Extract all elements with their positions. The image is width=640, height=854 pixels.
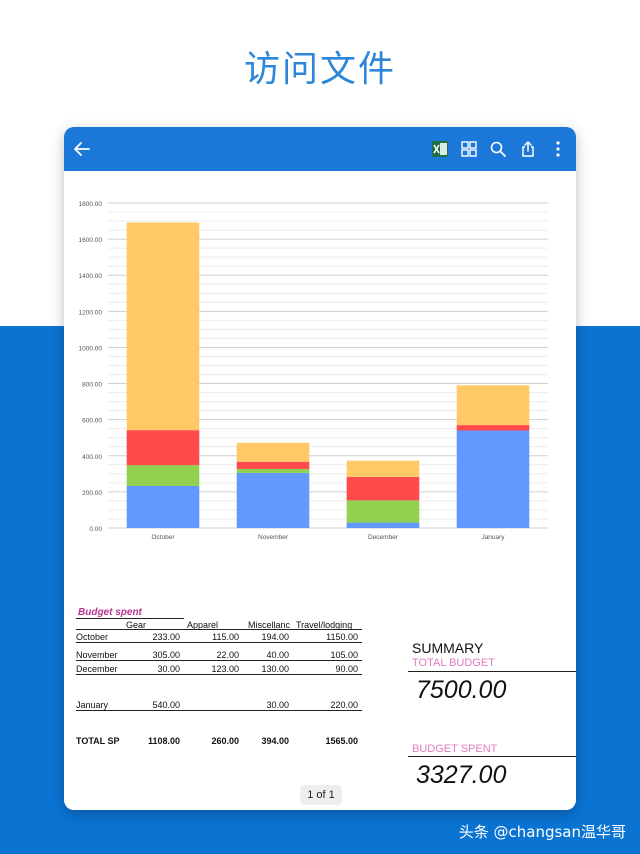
table-cell: 22.00 <box>216 650 239 660</box>
table-cell: 130.00 <box>261 664 289 674</box>
table-cell: 30.00 <box>157 664 180 674</box>
bar-segment <box>456 425 530 431</box>
y-tick-label: 0.00 <box>89 526 102 533</box>
table-cell: 40.00 <box>266 650 289 660</box>
excel-icon[interactable] <box>428 137 452 161</box>
budget-spent-label: BUDGET SPENT <box>412 743 498 755</box>
bar-segment <box>126 222 200 431</box>
stacked-bar-chart: 0.00 200.00 400.00 600.00 800.00 1000.00 1200.… <box>79 201 548 541</box>
table-cell: 30.00 <box>266 700 289 710</box>
total-cell: 1565.00 <box>325 736 358 746</box>
more-vertical-icon[interactable] <box>546 137 570 161</box>
page-indicator: 1 of 1 <box>300 785 342 805</box>
bar-segment <box>126 465 200 486</box>
bar-segment <box>126 430 200 466</box>
table-cell: 220.00 <box>330 700 358 710</box>
x-tick-label: November <box>258 534 289 541</box>
y-tick-label: 1200.00 <box>79 309 103 316</box>
y-tick-label: 800.00 <box>82 382 102 389</box>
summary-divider <box>408 671 576 672</box>
row-label: October <box>76 632 109 642</box>
y-tick-label: 200.00 <box>82 490 102 497</box>
bar-segment <box>346 500 420 523</box>
bar-segment <box>236 461 310 469</box>
table-cell: 115.00 <box>212 632 239 642</box>
y-tick-label: 400.00 <box>82 454 102 461</box>
y-tick-label: 1400.00 <box>79 273 103 280</box>
budget-spent-value: 3327.00 <box>416 761 507 789</box>
grid-view-icon[interactable] <box>457 137 481 161</box>
row-divider <box>76 629 362 630</box>
row-label: December <box>76 664 118 674</box>
row-divider <box>76 674 362 675</box>
row-label: November <box>76 650 118 660</box>
budget-spent-title: Budget spent <box>78 607 142 618</box>
table-cell: 90.00 <box>335 664 358 674</box>
table-cell: 305.00 <box>152 650 180 660</box>
row-divider <box>76 660 362 661</box>
y-tick-label: 1000.00 <box>79 345 103 352</box>
bar-segment <box>346 460 420 477</box>
y-tick-label: 1600.00 <box>79 237 103 244</box>
column-header: Miscellanc <box>248 620 291 630</box>
table-cell: 105.00 <box>330 650 358 660</box>
viewer-toolbar <box>64 127 576 171</box>
watermark: 头条 @changsan温华哥 <box>458 823 626 841</box>
title-underline <box>76 618 184 619</box>
arrow-left-icon[interactable] <box>70 137 94 161</box>
bar-segment <box>346 522 420 528</box>
hero-title: 访问文件 <box>243 49 396 90</box>
total-budget-label: TOTAL BUDGET <box>412 657 495 669</box>
row-divider <box>76 710 362 711</box>
row-divider <box>76 642 362 643</box>
table-cell: 540.00 <box>152 700 180 710</box>
bar-segment <box>236 472 310 528</box>
bar-segment <box>456 430 530 528</box>
document-viewer-card: 0.00 200.00 400.00 600.00 800.00 1000.00 1200.… <box>64 127 576 810</box>
bar-segment <box>236 442 310 462</box>
total-cell: 394.00 <box>261 736 289 746</box>
budget-spreadsheet: Budget spent Gear Apparel Miscellanc Travel… <box>64 605 576 810</box>
x-tick-label: January <box>481 534 505 541</box>
x-tick-label: December <box>368 534 399 541</box>
bar-segment <box>456 385 530 426</box>
table-cell: 123.00 <box>211 664 239 674</box>
column-header: Gear <box>126 620 147 630</box>
table-cell: 1150.00 <box>326 632 358 642</box>
summary-title: SUMMARY <box>412 640 484 656</box>
row-label: January <box>76 700 109 710</box>
total-cell: 1108.00 <box>147 736 180 746</box>
column-header: Apparel <box>187 620 219 630</box>
table-cell: 194.00 <box>261 632 289 642</box>
total-budget-value: 7500.00 <box>416 676 507 704</box>
table-cell: 233.00 <box>152 632 180 642</box>
y-tick-label: 1800.00 <box>79 201 103 208</box>
bar-segment <box>126 485 200 528</box>
bar-segment <box>236 468 310 473</box>
summary-divider <box>408 756 576 757</box>
total-cell: 260.00 <box>211 736 239 746</box>
total-label: TOTAL SP <box>76 736 120 746</box>
y-tick-label: 600.00 <box>82 418 102 425</box>
bar-segment <box>346 476 420 501</box>
x-tick-label: October <box>151 534 175 541</box>
search-icon[interactable] <box>486 137 510 161</box>
column-header: Travel/lodging <box>296 620 353 630</box>
share-icon[interactable] <box>516 137 540 161</box>
